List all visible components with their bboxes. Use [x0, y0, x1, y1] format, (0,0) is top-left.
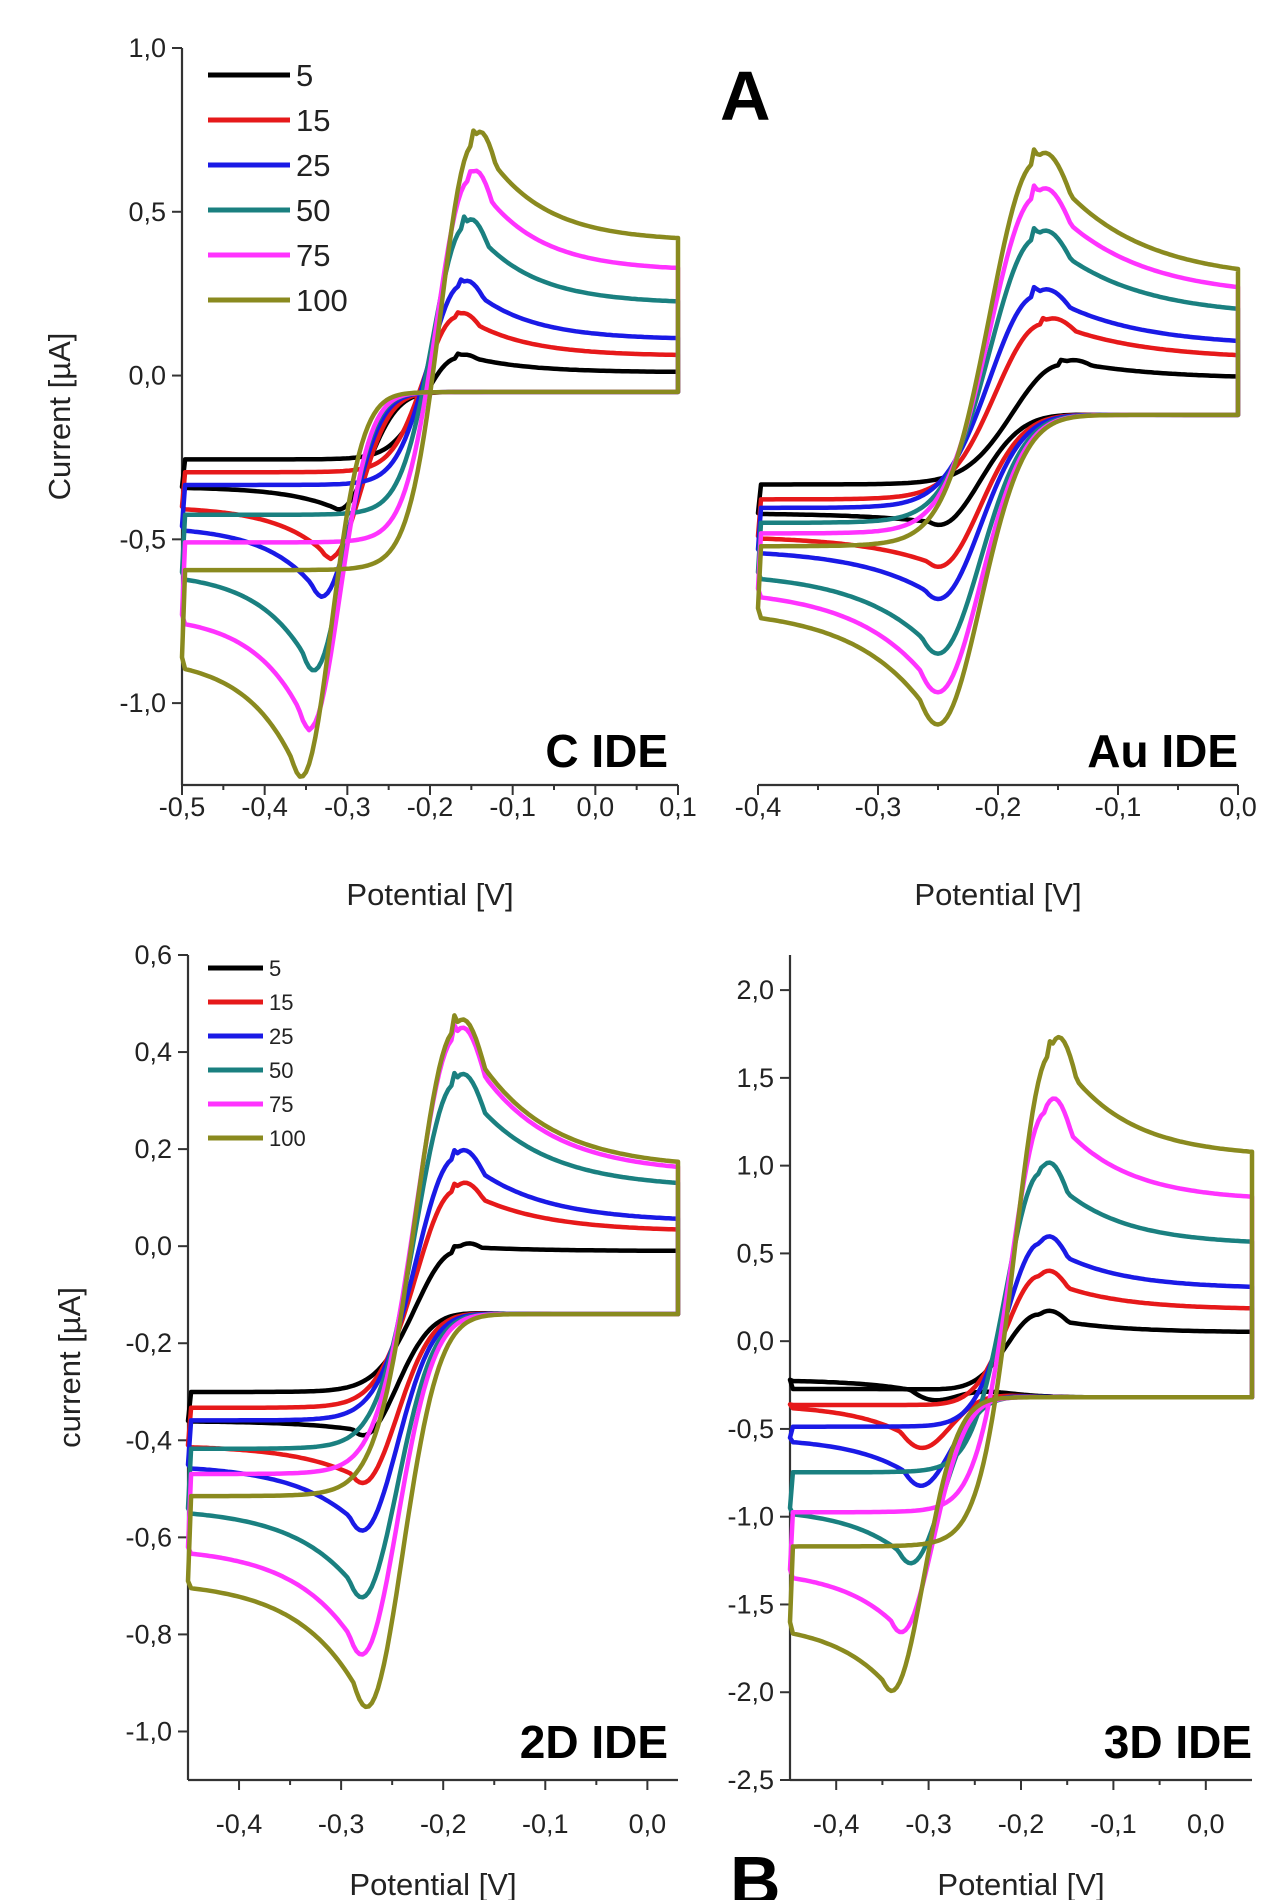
legend-label: 5: [269, 956, 281, 981]
legend-label: 15: [269, 990, 293, 1015]
series-line-100: [185, 1013, 681, 1710]
x-axis-label: Potential [V]: [937, 1867, 1104, 1900]
x-tick-label: -0,4: [241, 792, 288, 822]
x-tick-label: -0,2: [420, 1809, 467, 1839]
y-axis-label: current [µA]: [52, 1287, 87, 1448]
legend-label: 25: [296, 148, 330, 183]
series-line-50: [787, 1160, 1255, 1566]
y-tick-label: -0,6: [125, 1522, 172, 1552]
y-tick-label: 2,0: [736, 975, 774, 1005]
y-tick-label: -0,8: [125, 1619, 172, 1649]
x-tick-label: -0,4: [813, 1809, 860, 1839]
y-axis-label: Current [µA]: [42, 333, 77, 501]
series-line-15: [185, 1180, 681, 1486]
x-axis-label: Potential [V]: [349, 1867, 516, 1900]
legend-label: 5: [296, 58, 313, 93]
series-line-5: [787, 1308, 1255, 1403]
legend-label: 100: [296, 283, 348, 318]
y-tick-label: 1,5: [736, 1063, 774, 1093]
chart-panel-1: -0,5 -0,4 -0,3 -0,2 -0,1 0,0 0,1 -1,0 -0,5 0,0 0,5…: [42, 33, 697, 912]
x-tick-label: 0,0: [577, 792, 615, 822]
y-tick-label: 0,0: [128, 361, 166, 391]
x-tick-label: -0,1: [522, 1809, 569, 1839]
x-tick-label: 0,0: [1219, 792, 1257, 822]
y-tick-label: -0,5: [727, 1414, 774, 1444]
y-tick-label: -0,5: [119, 524, 166, 554]
x-tick-label: -0,2: [975, 792, 1022, 822]
x-tick-label: -0,4: [216, 1809, 263, 1839]
series-line-75: [755, 183, 1241, 695]
y-tick-label: -1,0: [125, 1716, 172, 1746]
series-line-50: [179, 214, 681, 673]
series-line-15: [787, 1268, 1255, 1451]
y-tick-label: -1,0: [119, 688, 166, 718]
x-tick-label: -0,1: [1090, 1809, 1137, 1839]
panel-label: C IDE: [545, 725, 668, 777]
y-tick-label: -0,2: [125, 1328, 172, 1358]
legend: 5 15 25 50 75 100: [208, 956, 306, 1151]
x-tick-label: -0,3: [318, 1809, 365, 1839]
x-tick-label: 0,0: [629, 1809, 667, 1839]
x-tick-label: -0,3: [855, 792, 902, 822]
legend-label: 75: [269, 1092, 293, 1117]
panel-label: 2D IDE: [520, 1716, 668, 1768]
x-axis-label: Potential [V]: [346, 877, 513, 912]
figure-letter-a: A: [720, 57, 771, 135]
series-line-75: [787, 1096, 1255, 1635]
x-tick-label: -0,2: [998, 1809, 1045, 1839]
legend-label: 50: [269, 1058, 293, 1083]
x-tick-label: -0,5: [159, 792, 206, 822]
y-tick-label: 0,0: [736, 1326, 774, 1356]
chart-panel-4: -0,4 -0,3 -0,2 -0,1 0,0 -2,5 -2,0 -1,5 -1,0 -0,5 0…: [727, 955, 1255, 1900]
x-tick-label: -0,4: [735, 792, 782, 822]
y-tick-label: 1,0: [736, 1151, 774, 1181]
x-axis-label: Potential [V]: [914, 877, 1081, 912]
y-tick-label: -2,5: [727, 1765, 774, 1795]
y-tick-label: -0,4: [125, 1425, 172, 1455]
series-line-100: [787, 1034, 1255, 1694]
series-line-100: [179, 128, 681, 779]
x-tick-label: -0,1: [1095, 792, 1142, 822]
y-tick-label: -1,5: [727, 1589, 774, 1619]
y-tick-label: 0,5: [128, 197, 166, 227]
series-line-25: [787, 1234, 1255, 1488]
x-tick-label: 0,0: [1187, 1809, 1225, 1839]
x-tick-label: -0,3: [905, 1809, 952, 1839]
y-tick-label: 1,0: [128, 33, 166, 63]
legend-label: 100: [269, 1126, 306, 1151]
y-tick-label: 0,4: [134, 1037, 172, 1067]
legend-label: 25: [269, 1024, 293, 1049]
y-tick-label: -2,0: [727, 1677, 774, 1707]
y-tick-label: 0,6: [134, 940, 172, 970]
figure-letter-b: B: [730, 1842, 781, 1900]
legend: 5 15 25 50 75 100: [208, 58, 348, 318]
chart-panel-3: -0,4 -0,3 -0,2 -0,1 0,0 -1,0 -0,8 -0,6 -0,4 -0,2 0…: [52, 940, 681, 1900]
chart-panel-2: -0,4 -0,3 -0,2 -0,1 0,0 Potential [V] Au IDE: [735, 147, 1257, 912]
panel-label: 3D IDE: [1104, 1716, 1252, 1768]
panel-label: Au IDE: [1087, 725, 1238, 777]
y-tick-label: -1,0: [727, 1502, 774, 1532]
legend-label: 15: [296, 103, 330, 138]
series-line-25: [755, 284, 1241, 602]
legend-label: 75: [296, 238, 330, 273]
series-line-25: [179, 277, 681, 600]
y-tick-label: 0,2: [134, 1134, 172, 1164]
x-tick-label: -0,3: [324, 792, 371, 822]
x-tick-label: 0,1: [659, 792, 697, 822]
y-tick-label: 0,5: [736, 1238, 774, 1268]
x-tick-label: -0,1: [489, 792, 536, 822]
legend-label: 50: [296, 193, 330, 228]
y-tick-label: 0,0: [134, 1231, 172, 1261]
series-line-100: [755, 147, 1241, 727]
x-tick-label: -0,2: [407, 792, 454, 822]
